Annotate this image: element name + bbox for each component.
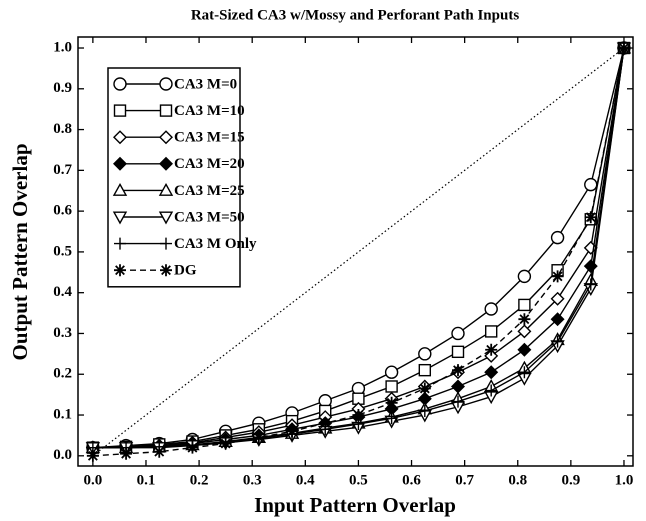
legend-label: CA3 M=25: [174, 183, 245, 199]
marker: [584, 177, 598, 192]
marker: [153, 445, 166, 458]
marker: [550, 230, 565, 245]
y-tick-label: 1.0: [53, 39, 72, 55]
marker: [113, 77, 127, 91]
marker: [452, 395, 465, 408]
marker: [120, 447, 133, 460]
marker: [159, 104, 173, 117]
marker: [550, 291, 565, 306]
marker: [159, 77, 173, 91]
marker: [160, 264, 172, 277]
marker: [418, 363, 432, 377]
y-tick-label: 0.9: [53, 80, 72, 96]
x-tick-label: 0.2: [190, 472, 209, 488]
marker: [518, 366, 531, 379]
marker: [319, 417, 332, 430]
series-line: [92, 47, 625, 457]
legend-label: CA3 M=15: [174, 130, 245, 146]
x-tick-label: 1.0: [615, 472, 634, 488]
marker: [113, 130, 127, 145]
x-axis-label: Input Pattern Overlap: [254, 493, 456, 517]
legend-label: CA3 M=50: [174, 209, 245, 225]
marker: [113, 156, 127, 171]
marker: [518, 313, 531, 326]
x-tick-label: 0.7: [455, 472, 474, 488]
marker: [517, 342, 532, 357]
marker: [518, 298, 531, 312]
marker: [385, 380, 398, 393]
marker: [114, 264, 126, 277]
marker: [160, 237, 172, 250]
marker: [219, 437, 232, 450]
legend-label: CA3 M=20: [174, 156, 245, 172]
marker: [485, 384, 498, 397]
marker: [584, 278, 597, 291]
marker: [112, 182, 128, 196]
x-tick-label: 0.4: [296, 472, 315, 488]
marker: [86, 449, 99, 462]
marker: [451, 379, 465, 394]
marker: [158, 211, 174, 225]
y-tick-label: 0.3: [53, 325, 72, 341]
marker: [551, 270, 564, 283]
marker: [451, 326, 465, 341]
marker: [484, 302, 498, 316]
y-tick-label: 0.5: [53, 243, 72, 259]
x-tick-label: 0.1: [137, 472, 156, 488]
marker: [551, 335, 564, 348]
x-tick-label: 0.5: [349, 472, 368, 488]
marker: [112, 211, 128, 225]
x-tick-label: 0.3: [243, 472, 262, 488]
marker: [418, 404, 431, 417]
y-tick-label: 0.6: [53, 203, 72, 219]
marker: [385, 396, 398, 409]
chart-title: Rat-Sized CA3 w/Mossy and Perforant Path…: [191, 7, 520, 23]
marker: [252, 431, 265, 444]
marker: [584, 211, 597, 224]
marker: [452, 364, 465, 377]
y-tick-label: 0.0: [53, 447, 72, 463]
y-tick-label: 0.1: [53, 406, 72, 422]
x-tick-label: 0.0: [83, 472, 102, 488]
x-tick-label: 0.6: [402, 472, 421, 488]
marker: [484, 325, 498, 338]
marker: [186, 441, 199, 454]
marker: [159, 130, 173, 145]
marker: [114, 237, 126, 250]
x-tick-label: 0.9: [561, 472, 580, 488]
y-tick-label: 0.8: [53, 121, 72, 137]
legend-label: CA3 M Only: [174, 236, 257, 252]
legend-label: CA3 M=0: [174, 76, 237, 92]
marker: [385, 412, 398, 425]
x-tick-label: 0.8: [508, 472, 527, 488]
marker: [159, 156, 173, 171]
marker: [484, 365, 499, 380]
marker: [352, 409, 365, 422]
marker: [550, 312, 565, 327]
legend-label: CA3 M=10: [174, 103, 245, 119]
y-tick-label: 0.2: [53, 366, 72, 382]
marker: [418, 382, 431, 395]
legend-box: [107, 67, 241, 288]
y-axis-label: Output Pattern Overlap: [8, 144, 32, 361]
marker: [384, 365, 399, 379]
y-tick-label: 0.7: [53, 162, 72, 178]
marker: [113, 104, 127, 117]
marker: [617, 42, 630, 55]
legend-label: DG: [174, 263, 197, 279]
y-tick-label: 0.4: [53, 284, 72, 300]
marker: [158, 182, 174, 196]
marker: [517, 324, 532, 339]
marker: [517, 269, 532, 284]
marker: [485, 343, 498, 356]
marker: [418, 347, 432, 361]
marker: [451, 345, 465, 359]
marker: [286, 425, 299, 438]
